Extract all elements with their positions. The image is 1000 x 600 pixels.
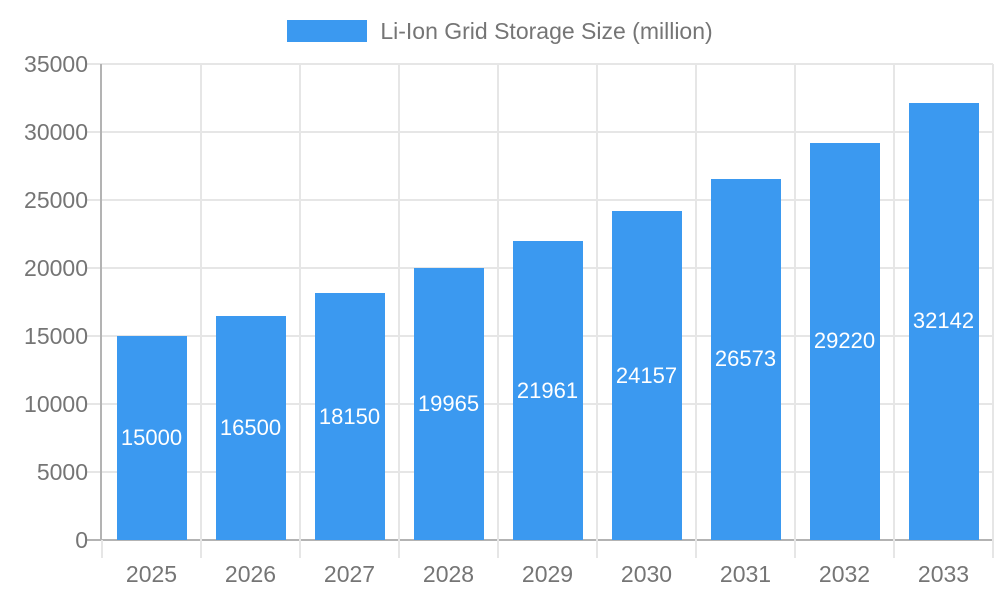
x-axis-tick bbox=[299, 540, 301, 558]
y-axis-tick-label: 15000 bbox=[24, 323, 88, 349]
x-axis-tick-label: 2027 bbox=[323, 561, 376, 587]
x-axis-tick bbox=[398, 540, 400, 558]
x-axis-tick bbox=[992, 540, 994, 558]
y-axis-tick-label: 30000 bbox=[24, 119, 88, 145]
legend-swatch bbox=[287, 20, 368, 42]
x-axis-tick bbox=[695, 540, 697, 558]
gridline-vertical bbox=[497, 64, 499, 540]
gridline-vertical bbox=[398, 64, 400, 540]
y-axis-tick-label: 35000 bbox=[24, 51, 88, 77]
gridline-vertical bbox=[992, 64, 994, 540]
bar[interactable] bbox=[314, 293, 385, 540]
x-axis-line bbox=[86, 539, 993, 541]
gridline-vertical bbox=[200, 64, 202, 540]
gridline-vertical bbox=[695, 64, 697, 540]
x-axis-tick-label: 2033 bbox=[917, 561, 970, 587]
bar[interactable] bbox=[710, 178, 781, 540]
x-axis-tick-label: 2029 bbox=[521, 561, 574, 587]
plot-area: 15000 16500 18150 19965 21961 24157 26573 29220… bbox=[86, 63, 994, 558]
bar-value-label: 21961 bbox=[516, 377, 579, 403]
gridline-horizontal bbox=[86, 131, 993, 133]
y-axis-tick-label: 0 bbox=[75, 527, 88, 553]
bar-value-label: 26573 bbox=[714, 346, 777, 372]
x-axis-tick bbox=[794, 540, 796, 558]
bar[interactable] bbox=[512, 241, 583, 540]
gridline-horizontal bbox=[86, 199, 993, 201]
x-axis-tick bbox=[200, 540, 202, 558]
bar[interactable] bbox=[908, 102, 979, 540]
legend-label: Li-Ion Grid Storage Size (million) bbox=[380, 18, 713, 44]
x-axis-tick-label: 2026 bbox=[224, 561, 277, 587]
gridline-vertical bbox=[596, 64, 598, 540]
gridline-horizontal bbox=[86, 63, 993, 65]
x-axis-tick bbox=[596, 540, 598, 558]
y-axis-tick-label: 5000 bbox=[36, 459, 88, 485]
gridline-vertical bbox=[893, 64, 895, 540]
gridline-vertical bbox=[299, 64, 301, 540]
gridline-vertical bbox=[794, 64, 796, 540]
x-axis-tick-label: 2028 bbox=[422, 561, 475, 587]
legend: Li-Ion Grid Storage Size (million) bbox=[0, 18, 1000, 44]
bar[interactable] bbox=[215, 315, 286, 540]
bar[interactable] bbox=[413, 268, 484, 540]
bar-value-label: 24157 bbox=[615, 362, 678, 388]
x-axis-tick-label: 2025 bbox=[125, 561, 178, 587]
y-axis-tick-label: 25000 bbox=[24, 187, 88, 213]
x-axis-tick bbox=[101, 540, 103, 558]
bar[interactable] bbox=[116, 336, 187, 540]
bar-value-label: 32142 bbox=[912, 308, 975, 334]
x-axis-tick-label: 2032 bbox=[818, 561, 871, 587]
x-axis-tick-label: 2030 bbox=[620, 561, 673, 587]
bar[interactable] bbox=[809, 142, 880, 540]
x-axis-tick-label: 2031 bbox=[719, 561, 772, 587]
y-axis-tick-label: 10000 bbox=[24, 391, 88, 417]
bar-value-label: 19965 bbox=[417, 391, 480, 417]
y-axis-tick-label: 20000 bbox=[24, 255, 88, 281]
bar-value-label: 29220 bbox=[813, 328, 876, 354]
x-axis-tick bbox=[893, 540, 895, 558]
bar-value-label: 15000 bbox=[120, 425, 183, 450]
bar-value-label: 16500 bbox=[219, 414, 282, 440]
bar-value-label: 18150 bbox=[318, 403, 381, 429]
y-axis-line bbox=[100, 64, 102, 540]
bar[interactable] bbox=[611, 211, 682, 540]
x-axis-tick bbox=[497, 540, 499, 558]
